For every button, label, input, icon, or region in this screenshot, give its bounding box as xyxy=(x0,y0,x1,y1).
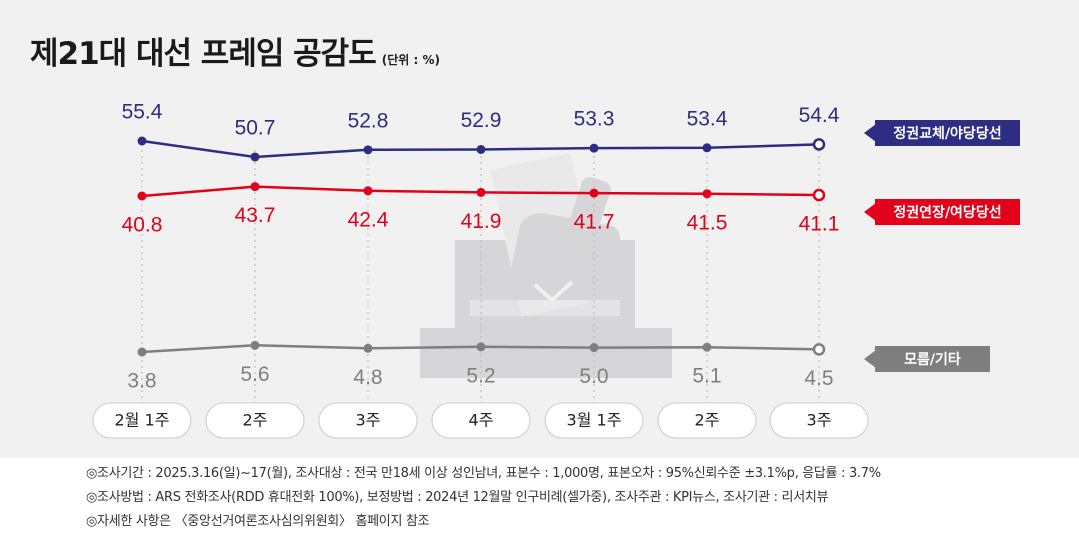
data-label: 41.7 xyxy=(574,211,615,234)
data-point xyxy=(476,342,486,352)
data-point xyxy=(589,143,599,153)
data-label: 52.8 xyxy=(348,109,389,132)
data-label: 5.1 xyxy=(692,365,721,388)
data-label: 41.1 xyxy=(799,213,840,236)
data-label: 5.0 xyxy=(579,365,608,388)
data-label: 54.4 xyxy=(799,104,840,127)
data-point xyxy=(137,347,147,357)
x-tick-label: 2월 1주 xyxy=(115,411,170,430)
data-label: 52.9 xyxy=(461,109,502,132)
value-labels: 55.4 50.7 52.8 52.9 53.3 53.4 54.4 40.8 43.7 42.4… xyxy=(122,101,840,393)
survey-note-source: ◎자세한 사항은 〈중앙선거여론조사심의위원회〉 홈페이지 참조 xyxy=(86,514,430,529)
title-block: 제21대 대선 프레임 공감도 (단위 : %) xyxy=(30,28,440,73)
legend-swatch xyxy=(875,120,1020,146)
survey-note-period: ◎조사기간 : 2025.3.16(일)~17(월), 조사대상 : 전국 만1… xyxy=(86,466,881,481)
data-label: 50.7 xyxy=(235,117,276,140)
x-tick-pill xyxy=(544,402,644,439)
x-tick-pill xyxy=(205,402,305,439)
data-label: 41.5 xyxy=(687,211,728,234)
data-point xyxy=(812,188,826,202)
data-point xyxy=(702,342,712,352)
data-point xyxy=(702,189,712,199)
x-tick-label: 3월 1주 xyxy=(567,411,622,430)
line-chart: 55.4 50.7 52.8 52.9 53.3 53.4 54.4 40.8 43.7 42.4… xyxy=(92,101,1020,439)
x-tick: 2주 xyxy=(205,402,305,439)
legend-label: 정권연장/여당당선 xyxy=(893,204,1001,221)
x-tick-label: 2주 xyxy=(695,411,720,430)
data-label: 55.4 xyxy=(122,101,163,124)
legend-item: 정권교체/야당당선 xyxy=(864,120,1020,146)
x-tick-pill xyxy=(318,402,418,439)
x-tick-label: 4주 xyxy=(469,411,494,430)
x-tick: 3주 xyxy=(769,402,869,439)
data-point xyxy=(476,187,486,197)
data-point xyxy=(137,191,147,201)
data-label: 41.9 xyxy=(461,210,502,233)
data-point xyxy=(589,188,599,198)
unit-label: (단위 : %) xyxy=(381,53,440,67)
data-point xyxy=(812,343,826,356)
data-label: 40.8 xyxy=(122,214,163,237)
x-tick-pill xyxy=(769,402,869,439)
data-label: 53.3 xyxy=(574,108,615,131)
data-point xyxy=(363,186,373,196)
data-label: 53.4 xyxy=(687,107,728,130)
x-tick: 3주 xyxy=(318,402,418,439)
legend-label: 모름/기타 xyxy=(904,352,961,368)
x-tick-pill xyxy=(431,402,531,439)
data-label: 4.8 xyxy=(353,366,382,389)
legend-arrow xyxy=(864,350,876,368)
x-axis-labels: 2월 1주 2주 3주 4주 3월 1주 2주 3주 xyxy=(92,402,869,439)
data-point xyxy=(702,143,712,153)
legend-item: 정권연장/여당당선 xyxy=(864,199,1020,225)
data-point xyxy=(363,145,373,155)
x-tick: 2주 xyxy=(657,402,757,439)
x-tick-label: 2주 xyxy=(243,411,268,430)
x-tick: 2월 1주 xyxy=(92,402,192,439)
legend-swatch xyxy=(875,346,990,372)
data-point xyxy=(812,138,826,151)
data-label: 5.6 xyxy=(240,363,269,386)
x-tick: 3월 1주 xyxy=(544,402,644,439)
chart-title: 제21대 대선 프레임 공감도 xyxy=(30,36,377,72)
legend-arrow xyxy=(864,203,876,221)
data-point xyxy=(476,145,486,154)
ballot-box-icon xyxy=(420,153,672,378)
data-point xyxy=(137,136,147,146)
data-point xyxy=(250,182,260,192)
x-tick-pill xyxy=(92,402,192,439)
data-point xyxy=(363,343,373,353)
series-points xyxy=(137,136,826,357)
data-point xyxy=(250,152,260,162)
data-label: 42.4 xyxy=(348,208,389,231)
survey-note-method: ◎조사방법 : ARS 전화조사(RDD 휴대전화 100%), 보정방법 : … xyxy=(86,490,829,505)
data-label: 43.7 xyxy=(235,204,276,227)
legend-arrow xyxy=(864,124,876,142)
chart-area: 제21대 대선 프레임 공감도 (단위 : %) 55.4 50.7 52.8 52.… xyxy=(0,0,1079,458)
data-point xyxy=(250,340,260,350)
data-label: 3.8 xyxy=(127,370,156,393)
legend-swatch xyxy=(875,199,1020,225)
x-tick-label: 3주 xyxy=(807,411,832,430)
x-tick-label: 3주 xyxy=(356,411,381,430)
legend-label: 정권교체/야당당선 xyxy=(893,125,1001,142)
data-label: 4.5 xyxy=(804,367,833,390)
x-tick: 4주 xyxy=(431,402,531,439)
legend-item: 모름/기타 xyxy=(864,346,990,372)
survey-notes: ◎조사기간 : 2025.3.16(일)~17(월), 조사대상 : 전국 만1… xyxy=(0,458,1079,540)
data-point xyxy=(589,343,599,353)
x-tick-pill xyxy=(657,402,757,439)
data-label: 5.2 xyxy=(466,364,495,387)
